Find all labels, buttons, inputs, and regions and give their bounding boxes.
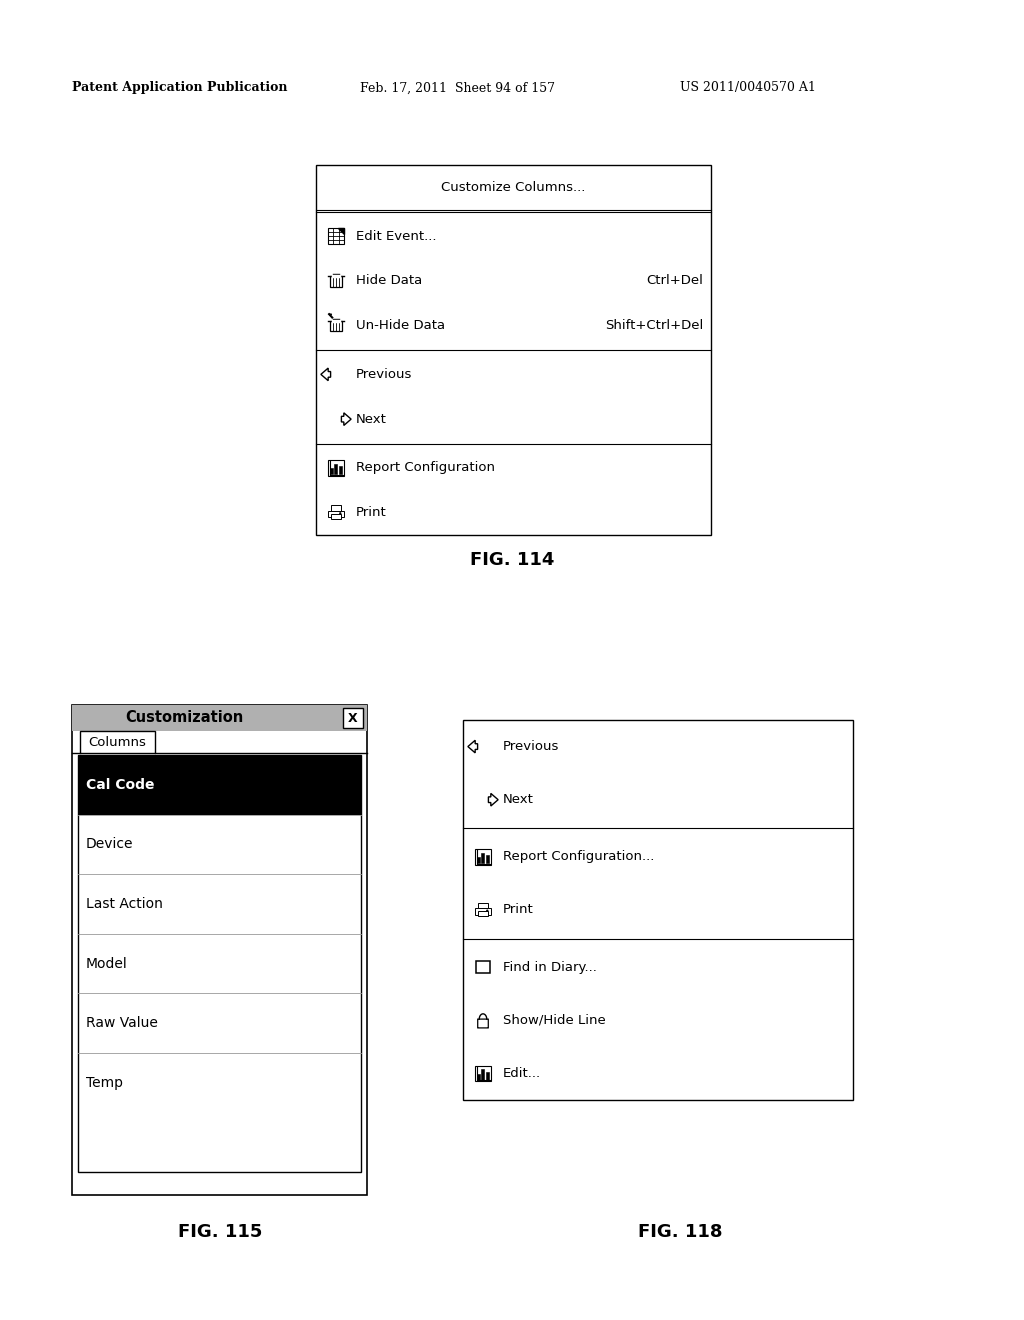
Text: Previous: Previous [503,741,559,754]
Bar [332,506,341,511]
Circle shape [339,512,341,515]
Text: Raw Value: Raw Value [86,1016,158,1030]
Bar [329,511,344,517]
Text: Patent Application Publication: Patent Application Publication [72,82,288,95]
Text: Report Configuration...: Report Configuration... [503,850,654,863]
Bar [72,705,367,731]
Text: Columns: Columns [88,735,146,748]
Text: Ctrl+Del: Ctrl+Del [646,275,703,288]
Bar [329,461,344,475]
Text: Print: Print [356,506,387,519]
Polygon shape [338,228,344,234]
Bar [78,755,361,1172]
Bar [328,228,344,244]
Bar [330,469,333,474]
Text: FIG. 114: FIG. 114 [470,550,554,569]
Bar [330,276,342,286]
Text: Previous: Previous [356,368,413,381]
Bar [339,466,342,474]
Bar [330,321,342,331]
Text: Next: Next [503,793,534,807]
Bar [481,853,484,863]
Bar [475,908,490,915]
Bar [485,855,488,863]
Text: Model: Model [86,957,128,970]
Bar [478,903,487,908]
Bar [334,463,337,474]
Text: Report Configuration: Report Configuration [356,462,495,474]
Bar [475,1065,490,1081]
Text: US 2011/0040570 A1: US 2011/0040570 A1 [680,82,816,95]
FancyArrow shape [341,413,351,425]
Bar [475,849,490,865]
Circle shape [486,909,488,912]
Bar [476,857,479,863]
Text: X: X [348,711,357,725]
Text: Cal Code: Cal Code [86,777,155,792]
Text: Customize Columns...: Customize Columns... [441,181,586,194]
Text: Shift+Ctrl+Del: Shift+Ctrl+Del [605,319,703,333]
Text: Un-Hide Data: Un-Hide Data [356,319,445,333]
Text: Device: Device [86,837,133,851]
Bar [343,708,362,729]
FancyArrow shape [488,793,498,807]
FancyArrow shape [321,368,331,380]
FancyBboxPatch shape [478,1019,488,1028]
Text: Find in Diary...: Find in Diary... [503,961,597,974]
Text: Temp: Temp [86,1076,123,1089]
Bar [478,911,487,916]
Bar [476,1073,479,1080]
Bar [72,705,367,1195]
Bar [316,165,711,535]
FancyArrow shape [468,741,477,752]
Text: FIG. 118: FIG. 118 [638,1224,722,1241]
Text: Hide Data: Hide Data [356,275,422,288]
Text: Last Action: Last Action [86,896,163,911]
Bar [481,1069,484,1080]
Bar [80,731,155,752]
Bar [485,1072,488,1080]
Bar [78,755,361,814]
Text: Show/Hide Line: Show/Hide Line [503,1014,606,1027]
Text: Customization: Customization [125,710,244,726]
Bar [463,719,853,1100]
Text: Print: Print [503,903,534,916]
Text: Edit...: Edit... [503,1067,541,1080]
Text: Edit Event...: Edit Event... [356,230,436,243]
Text: FIG. 115: FIG. 115 [178,1224,262,1241]
Bar [476,961,490,973]
Polygon shape [329,314,332,315]
Bar [332,513,341,519]
Text: Feb. 17, 2011  Sheet 94 of 157: Feb. 17, 2011 Sheet 94 of 157 [360,82,555,95]
Text: Next: Next [356,413,387,425]
